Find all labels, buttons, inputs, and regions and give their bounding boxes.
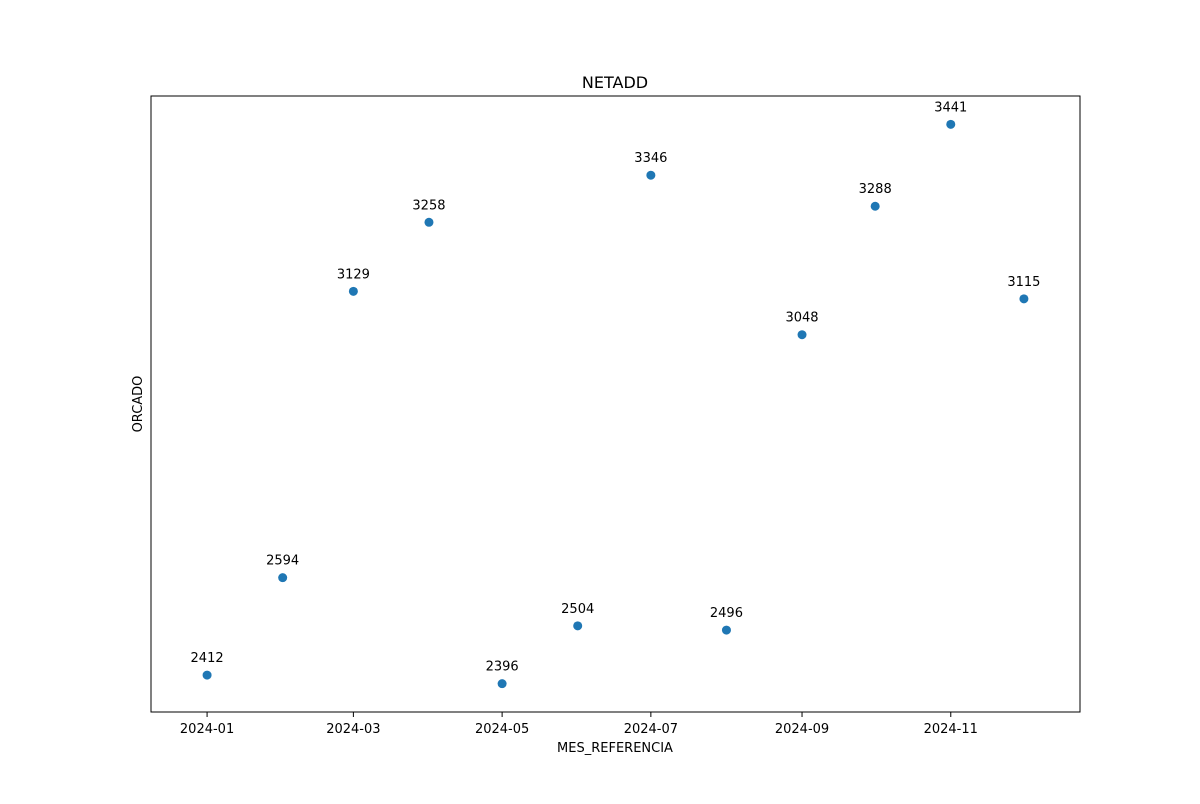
data-label: 3048 — [785, 311, 818, 326]
data-point — [646, 170, 656, 180]
data-label: 2412 — [191, 651, 224, 666]
data-point — [870, 201, 880, 211]
data-point — [573, 621, 583, 631]
x-tick-label: 2024-11 — [924, 722, 978, 737]
x-tick-label: 2024-01 — [180, 722, 234, 737]
x-axis-ticks: 2024-01 2024-03 2024-05 2024-07 2024-09 2024-… — [180, 712, 978, 737]
x-tick-label: 2024-07 — [624, 722, 678, 737]
data-label: 3441 — [934, 100, 967, 115]
data-point — [278, 573, 288, 583]
data-label: 3115 — [1007, 275, 1040, 290]
x-axis-label: MES_REFERENCIA — [557, 741, 673, 756]
data-label: 2504 — [561, 602, 594, 617]
data-label: 2396 — [486, 660, 519, 675]
data-label: 3288 — [859, 182, 892, 197]
data-label: 2594 — [266, 554, 299, 569]
x-tick-label: 2024-05 — [475, 722, 529, 737]
data-label: 3129 — [337, 267, 370, 282]
data-point — [202, 670, 212, 680]
y-axis-label: ORCADO — [131, 376, 146, 433]
data-label: 2496 — [710, 606, 743, 621]
x-tick-label: 2024-03 — [326, 722, 380, 737]
data-point — [721, 625, 731, 635]
data-label: 3346 — [634, 151, 667, 166]
plot-area-frame — [150, 95, 1081, 713]
x-tick-label: 2024-09 — [775, 722, 829, 737]
data-point — [348, 286, 358, 296]
data-point — [946, 119, 956, 129]
data-labels: 2412 2594 3129 3258 2396 2504 3346 2496 3048 3288… — [191, 100, 1041, 674]
data-points — [202, 119, 1029, 689]
data-point — [797, 330, 807, 340]
data-point — [497, 679, 507, 689]
data-point — [1019, 294, 1029, 304]
chart-title: NETADD — [582, 73, 648, 92]
data-point — [424, 217, 434, 227]
data-label: 3258 — [412, 198, 445, 213]
